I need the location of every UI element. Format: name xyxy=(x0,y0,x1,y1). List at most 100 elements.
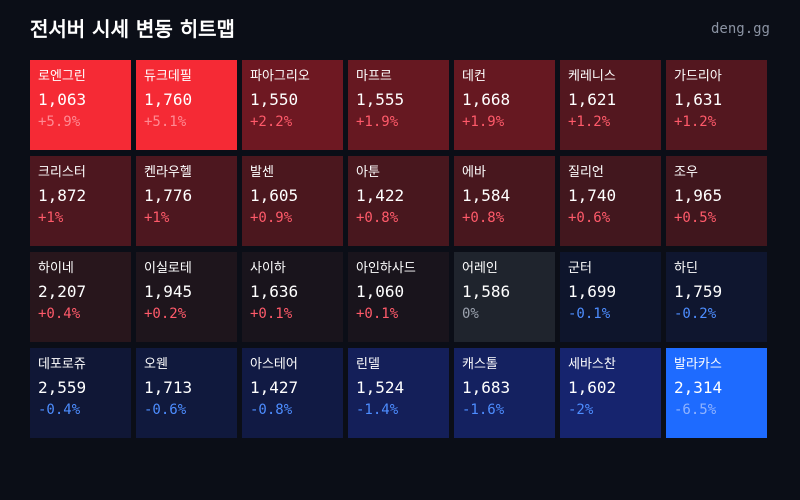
server-name: 케레니스 xyxy=(568,69,616,84)
page-title: 전서버 시세 변동 히트맵 xyxy=(30,17,235,41)
change-percent: +0.8% xyxy=(462,210,505,226)
server-name: 발센 xyxy=(250,165,274,180)
change-percent: -1.4% xyxy=(356,402,399,418)
heatmap-cell: 발센 1,605 +0.9% xyxy=(242,156,343,246)
server-price: 1,759 xyxy=(674,282,723,301)
change-percent: +0.8% xyxy=(356,210,399,226)
change-percent: +0.9% xyxy=(250,210,293,226)
change-percent: +0.4% xyxy=(38,306,81,322)
server-price: 1,605 xyxy=(250,186,299,205)
heatmap-cell: 에바 1,584 +0.8% xyxy=(454,156,555,246)
server-price: 1,422 xyxy=(356,186,405,205)
server-name: 하딘 xyxy=(674,261,698,276)
heatmap-cell: 군터 1,699 -0.1% xyxy=(560,252,661,342)
heatmap-grid: 로엔그린 1,063 +5.9% 듀크데필 1,760 +5.1% 파아그리오 1,550 +2… xyxy=(30,60,767,438)
heatmap-cell: 하이네 2,207 +0.4% xyxy=(30,252,131,342)
heatmap-cell: 아스테어 1,427 -0.8% xyxy=(242,348,343,438)
server-price: 1,636 xyxy=(250,282,299,301)
change-percent: +5.9% xyxy=(38,114,81,130)
change-percent: 0% xyxy=(462,306,479,322)
heatmap-cell: 가드리아 1,631 +1.2% xyxy=(666,60,767,150)
change-percent: +5.1% xyxy=(144,114,187,130)
server-name: 켄라우헬 xyxy=(144,165,192,180)
brand-label: deng.gg xyxy=(710,21,770,37)
heatmap-cell: 듀크데필 1,760 +5.1% xyxy=(136,60,237,150)
server-name: 사이하 xyxy=(250,261,286,276)
heatmap-cell: 하딘 1,759 -0.2% xyxy=(666,252,767,342)
heatmap-cell: 데컨 1,668 +1.9% xyxy=(454,60,555,150)
server-name: 어레인 xyxy=(462,261,498,276)
heatmap-cell: 발라카스 2,314 -6.5% xyxy=(666,348,767,438)
heatmap-cell: 케레니스 1,621 +1.2% xyxy=(560,60,661,150)
heatmap-cell: 세바스찬 1,602 -2% xyxy=(560,348,661,438)
server-price: 1,631 xyxy=(674,90,723,109)
change-percent: -6.5% xyxy=(674,402,717,418)
server-price: 2,559 xyxy=(38,378,87,397)
server-name: 이실로테 xyxy=(144,261,192,276)
heatmap-cell: 파아그리오 1,550 +2.2% xyxy=(242,60,343,150)
server-price: 1,621 xyxy=(568,90,617,109)
change-percent: +1.2% xyxy=(674,114,717,130)
server-name: 파아그리오 xyxy=(250,69,310,84)
change-percent: +0.6% xyxy=(568,210,611,226)
heatmap-cell: 로엔그린 1,063 +5.9% xyxy=(30,60,131,150)
server-price: 1,524 xyxy=(356,378,405,397)
server-price: 1,699 xyxy=(568,282,617,301)
server-price: 1,776 xyxy=(144,186,193,205)
server-price: 1,945 xyxy=(144,282,193,301)
change-percent: +0.1% xyxy=(250,306,293,322)
heatmap-cell: 질리언 1,740 +0.6% xyxy=(560,156,661,246)
server-name: 데컨 xyxy=(462,69,486,84)
change-percent: +1.9% xyxy=(462,114,505,130)
change-percent: -0.4% xyxy=(38,402,81,418)
heatmap-cell: 어레인 1,586 0% xyxy=(454,252,555,342)
server-price: 2,207 xyxy=(38,282,87,301)
change-percent: -0.2% xyxy=(674,306,717,322)
server-price: 1,602 xyxy=(568,378,617,397)
change-percent: +0.1% xyxy=(356,306,399,322)
heatmap-cell: 오웬 1,713 -0.6% xyxy=(136,348,237,438)
change-percent: -2% xyxy=(568,402,594,418)
server-price: 1,683 xyxy=(462,378,511,397)
server-name: 로엔그린 xyxy=(38,69,86,84)
server-price: 1,586 xyxy=(462,282,511,301)
server-name: 린델 xyxy=(356,357,380,372)
server-price: 1,668 xyxy=(462,90,511,109)
server-price: 1,584 xyxy=(462,186,511,205)
change-percent: +1.9% xyxy=(356,114,399,130)
heatmap-cell: 마프르 1,555 +1.9% xyxy=(348,60,449,150)
server-price: 1,713 xyxy=(144,378,193,397)
server-name: 마프르 xyxy=(356,69,392,84)
server-price: 1,427 xyxy=(250,378,299,397)
server-name: 아스테어 xyxy=(250,357,298,372)
heatmap-cell: 아인하사드 1,060 +0.1% xyxy=(348,252,449,342)
heatmap-cell: 이실로테 1,945 +0.2% xyxy=(136,252,237,342)
server-price: 1,872 xyxy=(38,186,87,205)
server-name: 크리스터 xyxy=(38,165,86,180)
server-name: 듀크데필 xyxy=(144,69,192,84)
server-name: 발라카스 xyxy=(674,357,722,372)
server-price: 1,550 xyxy=(250,90,299,109)
heatmap-cell: 아툰 1,422 +0.8% xyxy=(348,156,449,246)
change-percent: -1.6% xyxy=(462,402,505,418)
server-name: 가드리아 xyxy=(674,69,722,84)
server-name: 하이네 xyxy=(38,261,74,276)
server-price: 1,965 xyxy=(674,186,723,205)
server-price: 1,060 xyxy=(356,282,405,301)
server-price: 2,314 xyxy=(674,378,723,397)
server-name: 캐스톨 xyxy=(462,357,498,372)
heatmap-cell: 사이하 1,636 +0.1% xyxy=(242,252,343,342)
change-percent: +1% xyxy=(38,210,64,226)
server-price: 1,063 xyxy=(38,90,87,109)
server-name: 아인하사드 xyxy=(356,261,416,276)
heatmap-cell: 데포로쥬 2,559 -0.4% xyxy=(30,348,131,438)
server-name: 질리언 xyxy=(568,165,604,180)
server-name: 세바스찬 xyxy=(568,357,616,372)
change-percent: -0.8% xyxy=(250,402,293,418)
change-percent: -0.6% xyxy=(144,402,187,418)
server-price: 1,555 xyxy=(356,90,405,109)
heatmap-cell: 크리스터 1,872 +1% xyxy=(30,156,131,246)
heatmap-cell: 린델 1,524 -1.4% xyxy=(348,348,449,438)
heatmap-cell: 조우 1,965 +0.5% xyxy=(666,156,767,246)
change-percent: +0.5% xyxy=(674,210,717,226)
